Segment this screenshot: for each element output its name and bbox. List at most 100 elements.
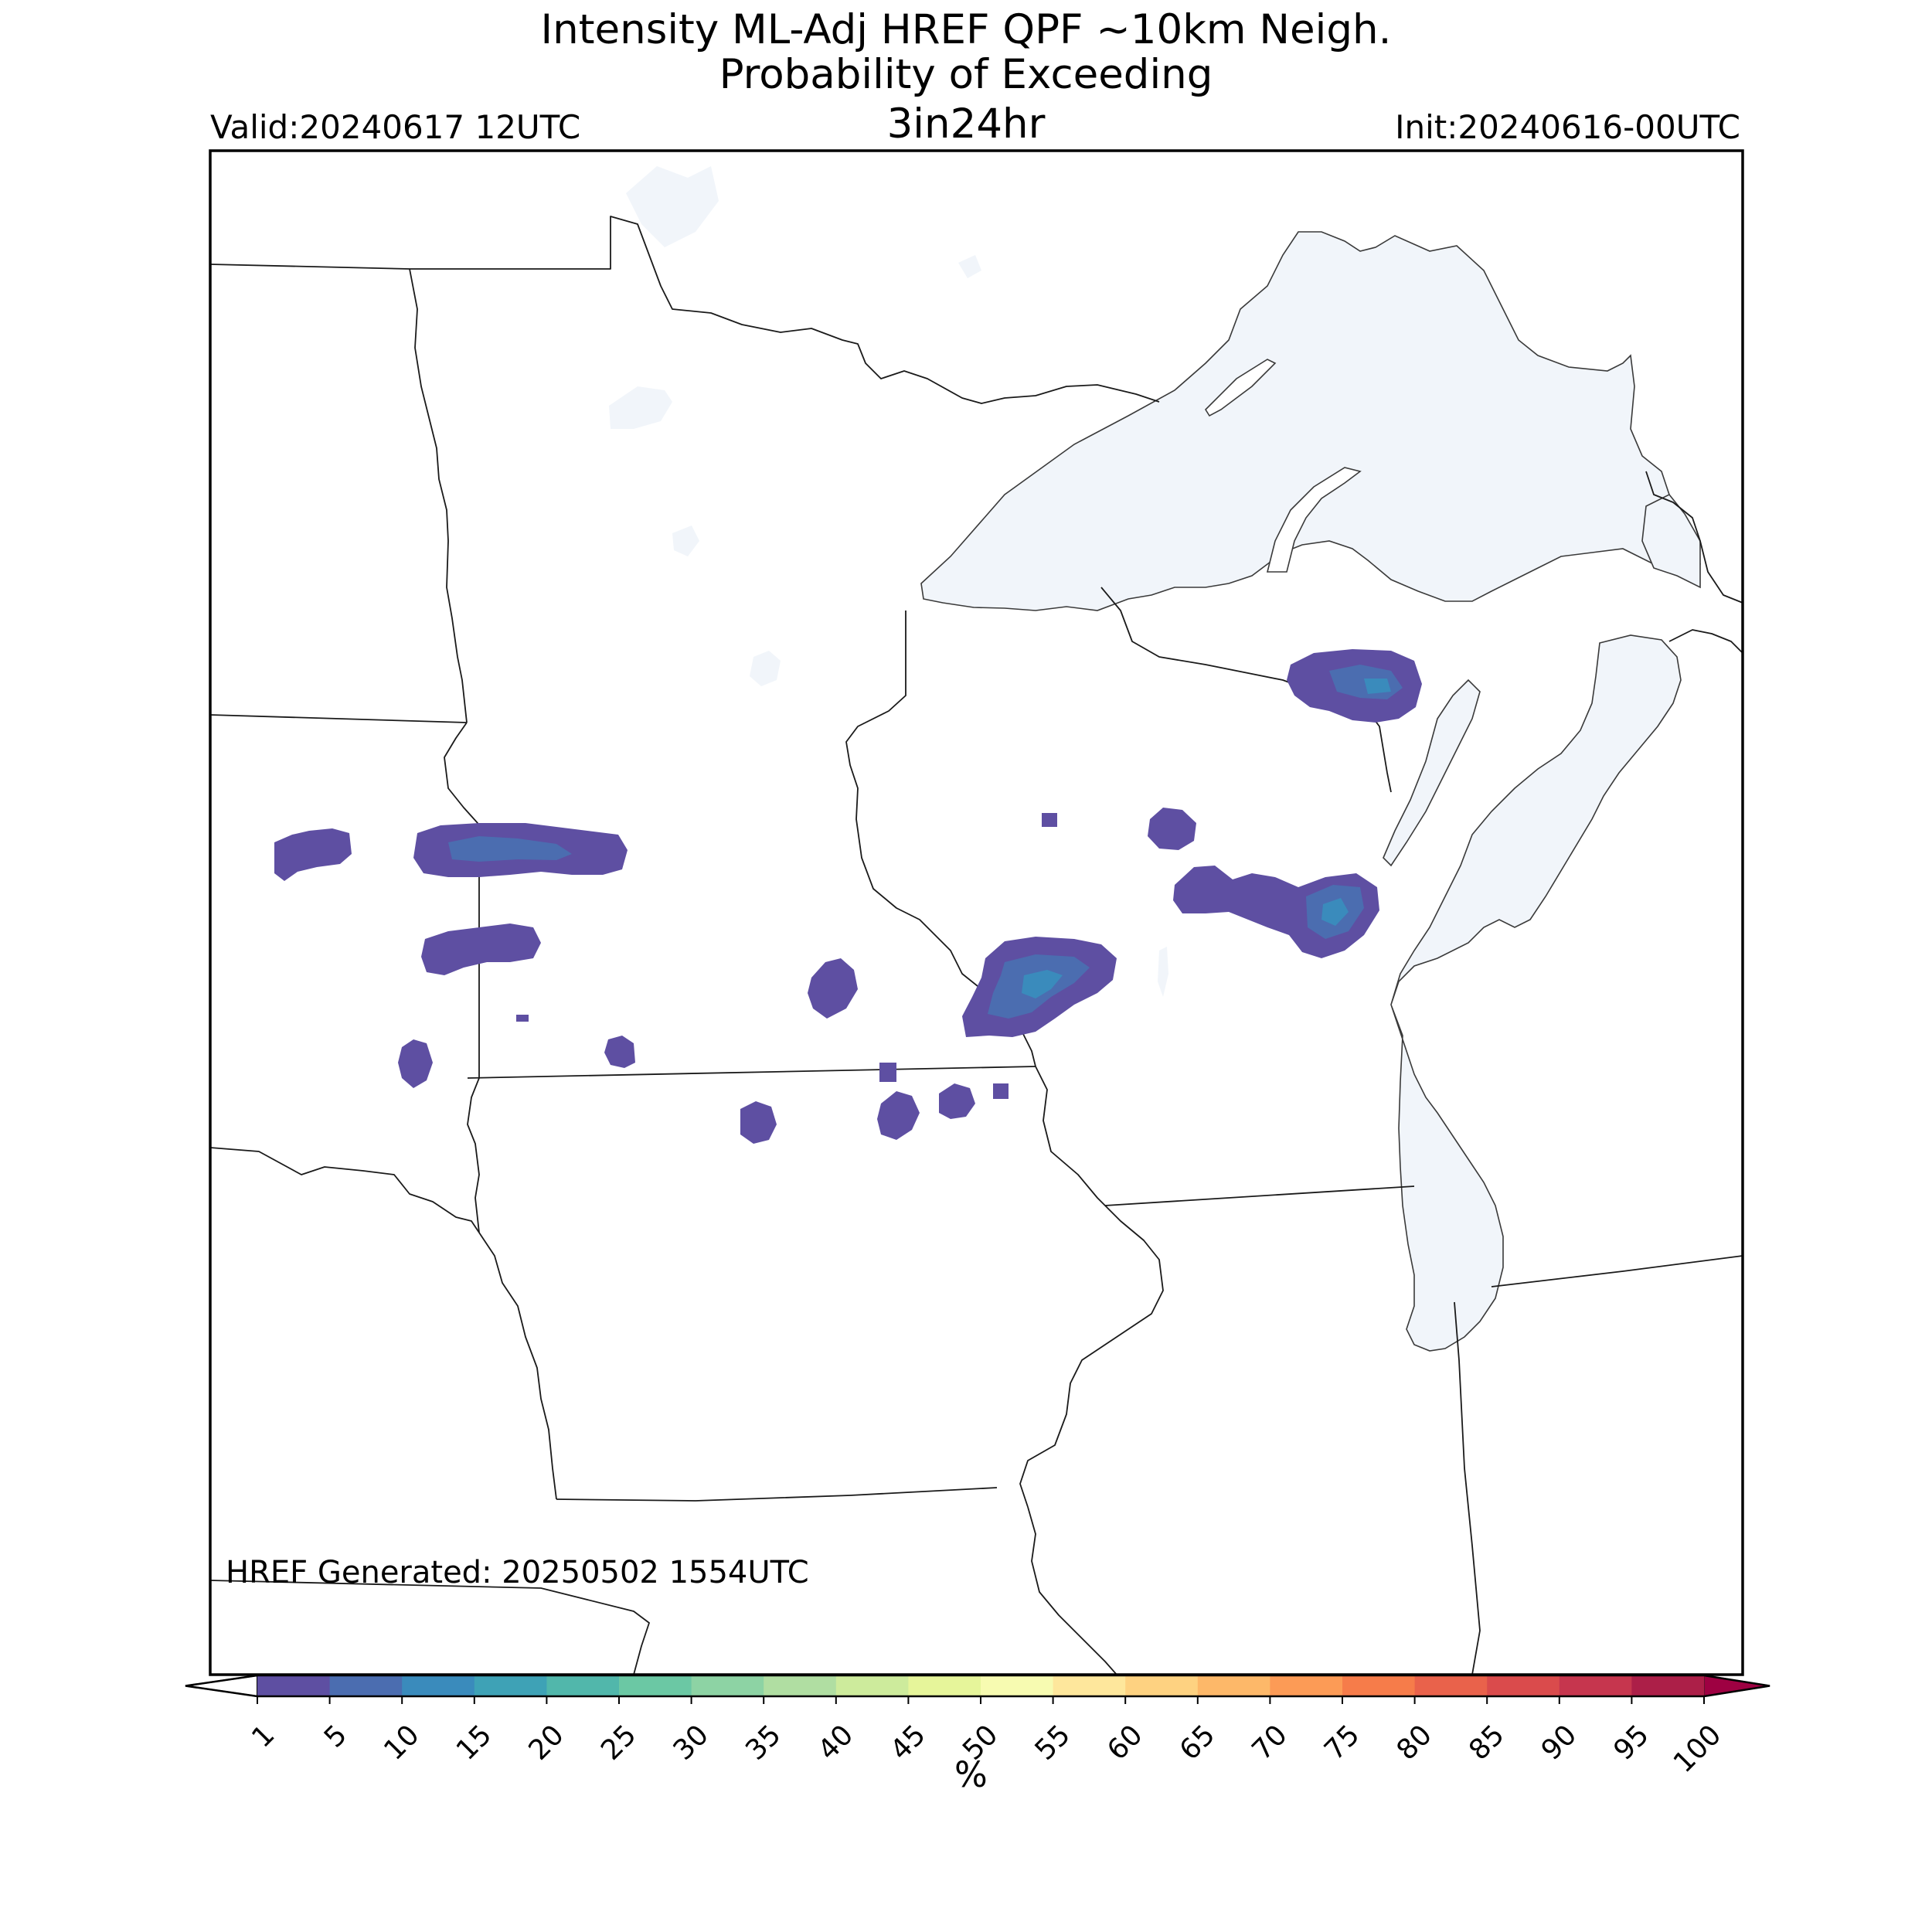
colorbar-segment — [981, 1675, 1054, 1696]
colorbar-segment — [619, 1675, 692, 1696]
water-bodies — [609, 166, 1701, 1352]
precip-cell-high — [1321, 898, 1349, 926]
borders — [210, 216, 1743, 1675]
precip-blob-wi-north — [1148, 808, 1196, 850]
colorbar-tick-label: 40 — [812, 1719, 859, 1766]
colorbar-under-extension — [185, 1674, 258, 1698]
ia-mo-border — [556, 1487, 998, 1502]
colorbar-segment — [835, 1675, 909, 1696]
green-bay — [1383, 679, 1481, 867]
title-line-3: 3in24hr — [886, 100, 1046, 148]
colorbar-segment — [691, 1675, 764, 1696]
mn-ia-border — [467, 1066, 1036, 1079]
precip-blob-mn-se — [604, 1036, 635, 1068]
colorbar-tick-label: 15 — [451, 1719, 498, 1766]
sd-mn-border — [444, 722, 480, 1078]
colorbar-tick-label: 1 — [246, 1719, 281, 1753]
precip-blob-mn-west — [274, 828, 352, 881]
lake-winnebago — [1158, 947, 1168, 997]
precip-blob-mn-east — [808, 958, 858, 1019]
colorbar-segment — [1197, 1675, 1270, 1696]
precip-blob-ia-dot-2 — [993, 1083, 1009, 1099]
colorbar-segment — [402, 1675, 475, 1696]
map-layers — [210, 166, 1743, 1675]
precip-blob-wi-west — [962, 937, 1117, 1037]
precip-blob-ia-2 — [877, 1091, 920, 1140]
mo-border — [210, 1580, 650, 1675]
canada-border — [210, 216, 1160, 404]
colorbar-unit-label: % — [954, 1754, 988, 1795]
lake-vermilion — [626, 166, 719, 247]
precip-blob-mn-south — [421, 923, 541, 975]
valid-time-label: Valid:20240617 12UTC — [210, 108, 581, 146]
colorbar-tick-label: 80 — [1391, 1719, 1438, 1766]
precip-cell-mid — [448, 836, 572, 862]
title-line-2: Probability of Exceeding — [719, 51, 1213, 98]
lake-red — [609, 386, 672, 429]
lake-mille-lacs — [750, 651, 781, 686]
precip-blob-wi-dot — [1042, 813, 1057, 827]
ia-il-lower — [1027, 1506, 1117, 1675]
colorbar-tick-label: 75 — [1318, 1719, 1366, 1766]
colorbar-tick-label: 70 — [1246, 1719, 1293, 1766]
precip-blob-ia-dot — [879, 1063, 896, 1082]
mi-lp-east — [1668, 629, 1743, 654]
colorbar-segment — [546, 1675, 620, 1696]
precip-blob-dot-1 — [516, 1015, 529, 1022]
colorbar-tick-label: 20 — [522, 1719, 570, 1766]
nd-sd-border — [210, 714, 468, 723]
init-time-label: Init:20240616-00UTC — [1395, 108, 1740, 146]
sd-ne-border — [210, 1147, 480, 1233]
precip-blob-mi-up — [1287, 649, 1422, 723]
precip-blob-wi-east — [1173, 866, 1379, 958]
colorbar-segment — [1125, 1675, 1199, 1696]
colorbar-tick-label: 5 — [318, 1719, 353, 1753]
il-in-border — [1454, 1301, 1481, 1675]
colorbar-tick-label: 65 — [1174, 1719, 1221, 1766]
colorbar-tick-label: 35 — [740, 1719, 787, 1766]
precip-blob-sd-small — [398, 1039, 433, 1088]
colorbar-tick-label: 100 — [1668, 1719, 1728, 1779]
in-mi-border — [1491, 1255, 1743, 1287]
title-line-1: Intensity ML-Adj HREF QPF ~10km Neigh. — [540, 6, 1392, 53]
lake-superior — [920, 231, 1701, 611]
lake-michigan — [1390, 634, 1682, 1352]
isle-royale — [1204, 359, 1277, 417]
precip-blob-ia-1 — [740, 1101, 777, 1144]
lake-huron-edge — [1641, 493, 1701, 589]
colorbar-segment — [1487, 1675, 1560, 1696]
colorbar-tick-label: 45 — [884, 1719, 931, 1766]
precip-cell-low — [274, 828, 352, 881]
ia-west-border — [478, 1232, 557, 1500]
colorbar-segment — [764, 1675, 837, 1696]
precip-cell-high — [1364, 679, 1391, 694]
colorbar-segment — [908, 1675, 981, 1696]
colorbar-segment — [1559, 1675, 1632, 1696]
colorbar-tick-label: 95 — [1607, 1719, 1655, 1766]
colorbar-tick-label: 60 — [1101, 1719, 1148, 1766]
colorbar-segment — [474, 1675, 547, 1696]
sd-ia-border — [467, 1077, 480, 1233]
lake-small-1 — [672, 526, 699, 556]
keweenaw — [1266, 467, 1362, 573]
colorbar-segment — [1414, 1675, 1488, 1696]
colorbar-segment — [1053, 1675, 1126, 1696]
precip-cell-high — [1022, 970, 1063, 998]
colorbar-tick-label: 55 — [1029, 1719, 1077, 1766]
colorbar-tick-label: 90 — [1536, 1719, 1583, 1766]
ia-wi-il-river — [1019, 1066, 1164, 1508]
nd-mn-border — [409, 268, 468, 723]
colorbar-segment — [329, 1675, 403, 1696]
precip-blob-mn-central — [413, 823, 628, 877]
colorbar-tick-label: 30 — [668, 1719, 715, 1766]
mi-up-east — [1645, 471, 1743, 604]
precip-probability — [274, 649, 1422, 1144]
precip-cell-low — [421, 923, 541, 975]
colorbar-tick-label: 85 — [1463, 1719, 1510, 1766]
colorbar-segment — [1631, 1675, 1705, 1696]
colorbar-tick-label: 10 — [378, 1719, 425, 1766]
colorbar-tick-label: 25 — [595, 1719, 642, 1766]
precip-blob-ia-3 — [939, 1083, 975, 1119]
colorbar-segment — [257, 1675, 331, 1696]
